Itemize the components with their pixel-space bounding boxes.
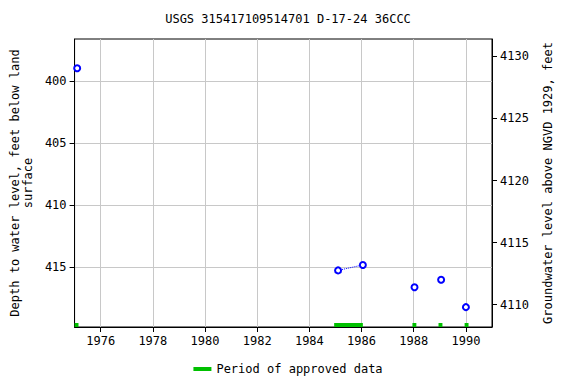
svg-text:400: 400 (45, 74, 67, 88)
svg-text:410: 410 (45, 198, 67, 212)
svg-text:USGS 315417109514701 D-17-24 3: USGS 315417109514701 D-17-24 36CCC (165, 12, 411, 26)
svg-text:1976: 1976 (86, 334, 115, 348)
svg-text:Period of approved data: Period of approved data (216, 362, 382, 376)
svg-text:1986: 1986 (347, 334, 376, 348)
svg-text:1990: 1990 (451, 334, 480, 348)
svg-text:4125: 4125 (500, 111, 529, 125)
svg-text:4120: 4120 (500, 174, 529, 188)
svg-text:surface: surface (21, 158, 35, 209)
svg-text:1984: 1984 (295, 334, 324, 348)
svg-text:1988: 1988 (399, 334, 428, 348)
svg-text:4110: 4110 (500, 298, 529, 312)
svg-text:Groundwater level above NGVD 1: Groundwater level above NGVD 1929, feet (541, 42, 555, 324)
svg-text:1982: 1982 (243, 334, 272, 348)
svg-text:4115: 4115 (500, 236, 529, 250)
svg-text:405: 405 (45, 136, 67, 150)
svg-text:415: 415 (45, 260, 67, 274)
svg-text:Depth to water level, feet bel: Depth to water level, feet below land (8, 49, 22, 316)
svg-text:4130: 4130 (500, 49, 529, 63)
svg-text:1980: 1980 (191, 334, 220, 348)
svg-text:1978: 1978 (138, 334, 167, 348)
